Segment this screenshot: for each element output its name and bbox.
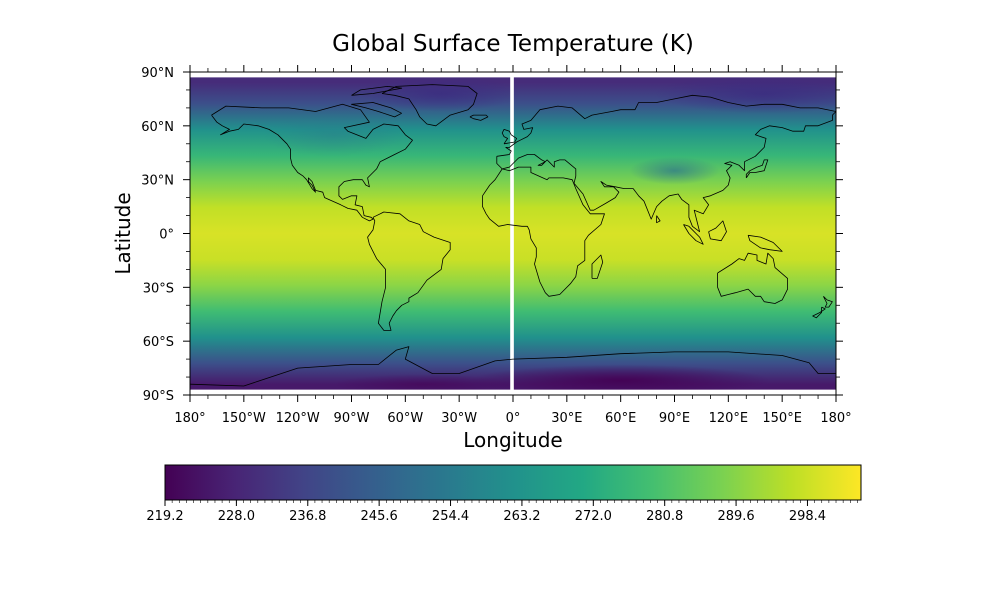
- x-axis-title: Longitude: [463, 428, 562, 452]
- colorbar-tick-label: 272.0: [575, 509, 612, 524]
- x-tick-label: 120°W: [276, 411, 320, 426]
- coastline-eurasia: [496, 94, 837, 233]
- data-gap: [510, 72, 514, 395]
- colorbar-tick-label: 245.6: [361, 509, 398, 524]
- x-tick-label: 90°E: [659, 411, 690, 426]
- coastline-north-america: [211, 103, 413, 222]
- x-tick-label: 180°: [174, 411, 205, 426]
- coastline-new-zealand-south: [812, 306, 826, 319]
- x-tick-label: 150°W: [222, 411, 266, 426]
- coastline-ellesmere-island: [351, 86, 403, 96]
- coastline-sri-lanka: [656, 215, 661, 224]
- y-tick-label: 30°S: [143, 281, 174, 296]
- y-tick-label: 60°N: [141, 120, 174, 135]
- coastline-sumatra: [683, 224, 704, 245]
- y-tick-label: 90°N: [141, 66, 174, 81]
- x-tick-label: 150°E: [762, 411, 802, 426]
- x-tick-label: 0°: [506, 411, 521, 426]
- colorbar-tick-label: 298.4: [789, 509, 826, 524]
- coastline-new-guinea: [747, 234, 783, 252]
- y-tick-label: 90°S: [143, 389, 174, 404]
- colorbar-tick-label: 254.4: [432, 509, 469, 524]
- colorbar-tick-label: 228.0: [218, 509, 255, 524]
- coastline-greenland: [381, 84, 478, 127]
- x-tick-label: 30°E: [551, 411, 582, 426]
- x-tick-label: 60°W: [387, 411, 423, 426]
- colorbar-tick-label: 289.6: [717, 509, 754, 524]
- x-tick-label: 90°W: [334, 411, 370, 426]
- colorbar-tick-label: 219.2: [146, 509, 183, 524]
- map-axes: 180° 150°W 120°W 90°W 60°W 30°W 0° 30°E 60°E 90°E…: [141, 65, 852, 426]
- coastline-uk: [501, 129, 517, 145]
- field-anomalies: [263, 77, 836, 390]
- chart-title: Global Surface Temperature (K): [332, 31, 694, 57]
- x-tick-label: 30°W: [441, 411, 477, 426]
- coastline-borneo: [708, 220, 727, 242]
- x-tick-label: 120°E: [709, 411, 749, 426]
- coastline-australia: [717, 252, 788, 304]
- coastline-south-america: [367, 211, 451, 331]
- coastlines: [189, 84, 837, 387]
- field-panel-east: [513, 77, 836, 390]
- coastline-japan: [745, 159, 769, 179]
- coastline-antarctica: [189, 346, 836, 387]
- colorbar-tick-label: 263.2: [503, 509, 540, 524]
- y-tick-label: 60°S: [143, 335, 174, 350]
- coastline-africa: [482, 166, 605, 297]
- y-tick-label: 0°: [159, 228, 174, 243]
- y-axis-title: Latitude: [111, 192, 135, 274]
- colorbar-gradient: [164, 464, 862, 501]
- coastline-iceland: [469, 114, 489, 121]
- y-tick-label: 30°N: [141, 174, 174, 189]
- x-tick-label: 180°: [820, 411, 851, 426]
- x-tick-label: 60°E: [605, 411, 636, 426]
- temperature-field: [190, 72, 836, 395]
- colorbar: 219.2 228.0 236.8 245.6 254.4 263.2 272.0 280.8…: [146, 464, 862, 524]
- coastline-new-zealand-north: [823, 296, 833, 308]
- colorbar-tick-label: 236.8: [289, 509, 326, 524]
- colorbar-tick-label: 280.8: [646, 509, 683, 524]
- coastline-madagascar: [591, 254, 604, 279]
- coastline-baffin-island: [351, 102, 402, 118]
